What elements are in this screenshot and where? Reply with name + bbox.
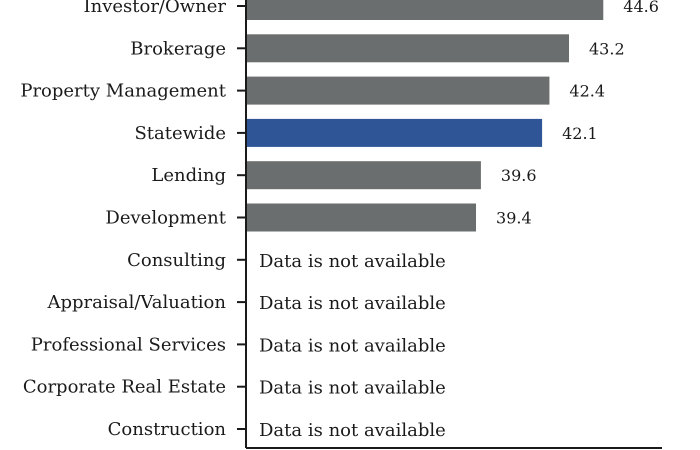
bar-development xyxy=(246,203,477,232)
not-available-label-construction: Data is not available xyxy=(259,420,446,441)
not-available-label-corporate-real-estate: Data is not available xyxy=(259,378,446,399)
value-label-brokerage: 43.2 xyxy=(589,39,625,58)
bar-investor-owner xyxy=(246,0,604,20)
value-label-lending: 39.6 xyxy=(501,166,537,185)
bars-layer xyxy=(246,0,604,232)
value-label-development: 39.4 xyxy=(496,209,532,228)
not-available-label-appraisal-valuation: Data is not available xyxy=(259,293,446,314)
category-label-statewide: Statewide xyxy=(134,123,226,144)
not-available-label-professional-services: Data is not available xyxy=(259,335,446,356)
category-label-development: Development xyxy=(105,208,226,229)
category-label-corporate-real-estate: Corporate Real Estate xyxy=(23,377,226,398)
bar-lending xyxy=(246,161,481,190)
category-label-professional-services: Professional Services xyxy=(31,334,226,355)
value-label-statewide: 42.1 xyxy=(562,124,598,143)
category-label-consulting: Consulting xyxy=(127,250,226,271)
value-label-property-management: 42.4 xyxy=(569,82,605,101)
category-label-brokerage: Brokerage xyxy=(130,38,226,59)
category-label-investor-owner: Investor/Owner xyxy=(83,0,226,17)
category-label-construction: Construction xyxy=(108,419,227,440)
bar-property-management xyxy=(246,76,550,105)
category-label-lending: Lending xyxy=(151,165,226,186)
category-label-appraisal-valuation: Appraisal/Valuation xyxy=(46,292,226,313)
bar-statewide xyxy=(246,118,543,147)
bar-brokerage xyxy=(246,34,570,63)
not-available-label-consulting: Data is not available xyxy=(259,251,446,272)
value-label-investor-owner: 44.6 xyxy=(623,0,659,16)
category-label-property-management: Property Management xyxy=(20,81,226,102)
labels-layer: Investor/Owner 44.6 Brokerage 43.2 Property … xyxy=(20,0,659,441)
